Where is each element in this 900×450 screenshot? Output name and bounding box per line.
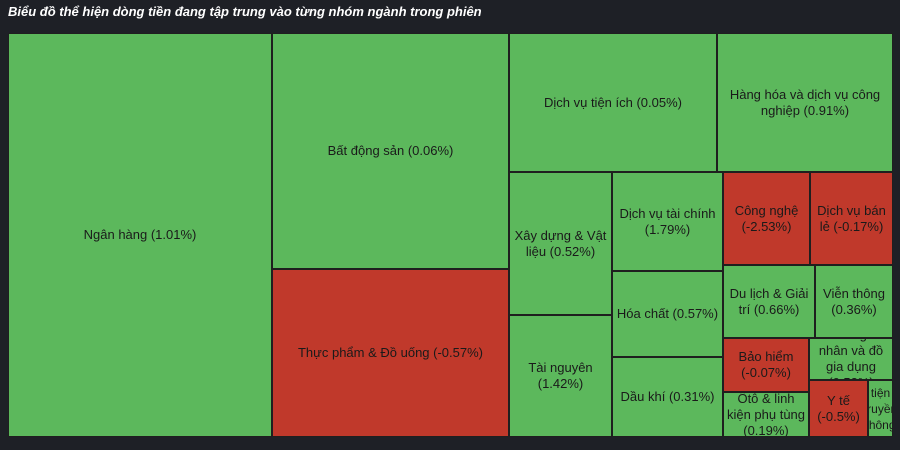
treemap-cell-label: Dịch vụ tiện ích (0.05%) — [543, 94, 682, 110]
treemap-cell[interactable]: Bảo hiểm (-0.07%) — [723, 338, 809, 392]
treemap-cell-label: Tài nguyên (1.42%) — [528, 360, 593, 391]
treemap-cell[interactable]: Y tế (-0.5%) — [809, 380, 868, 437]
treemap-cell[interactable]: Ôtô & linh kiện phụ tùng (0.19%) — [723, 392, 809, 437]
treemap-cell[interactable]: Công nghệ (-2.53%) — [723, 172, 810, 265]
treemap-cell-label: Hàng hóa và dịch vụ công nghiệp (0.91%) — [729, 86, 881, 118]
treemap-cell-label: Công nghệ (-2.53%) — [734, 202, 799, 234]
treemap-cell[interactable]: Bất động sản (0.06%) — [272, 33, 509, 269]
treemap-cell[interactable]: Phương tiện truyền thông (0.6 — [868, 380, 893, 437]
treemap-cell-label: Du lịch & Giải trí (0.66%) — [729, 285, 809, 317]
treemap-cell[interactable]: Du lịch & Giải trí (0.66%) — [723, 265, 815, 338]
treemap-cell-label: Y tế (-0.5%) — [817, 392, 860, 424]
treemap-cell-label: Dầu khí (0.31%) — [620, 389, 715, 404]
treemap-cell[interactable]: Dịch vụ bán lẻ (-0.17%) — [810, 172, 893, 265]
treemap-cell-label: Bảo hiểm (-0.07%) — [738, 349, 794, 380]
treemap-cell-label: Ôtô & linh kiện phụ tùng (0.19%) — [726, 392, 806, 437]
treemap-cell[interactable]: Tài nguyên (1.42%) — [509, 315, 612, 437]
treemap-cell-label: Phương tiện truyền thông (0.6 — [868, 381, 892, 436]
treemap-cell-label: Bất động sản (0.06%) — [327, 143, 454, 158]
treemap-cell[interactable]: Dịch vụ tài chính (1.79%) — [612, 172, 723, 271]
treemap-cell-label: Viễn thông (0.36%) — [823, 285, 885, 317]
treemap-cell-label: Ngân hàng (1.01%) — [83, 227, 197, 242]
treemap-cell[interactable]: Hóa chất (0.57%) — [612, 271, 723, 357]
treemap-cell[interactable]: Xây dựng & Vật liệu (0.52%) — [509, 172, 612, 315]
treemap-cell-label: Thực phẩm & Đồ uống (-0.57%) — [297, 345, 483, 360]
treemap-cell-label: Hóa chất (0.57%) — [616, 306, 719, 321]
chart-title: Biểu đồ thể hiện dòng tiền đang tập trun… — [8, 4, 482, 19]
treemap-cell[interactable]: Dầu khí (0.31%) — [612, 357, 723, 437]
treemap-cell-label: Dịch vụ bán lẻ (-0.17%) — [817, 202, 886, 234]
treemap-cell-label: Xây dựng & Vật liệu (0.52%) — [514, 227, 607, 259]
treemap-cell-label: Dịch vụ tài chính (1.79%) — [619, 205, 716, 237]
treemap-cell[interactable]: Ngân hàng (1.01%) — [8, 33, 272, 437]
treemap-cell[interactable]: Viễn thông (0.36%) — [815, 265, 893, 338]
treemap-cell[interactable]: Hàng hóa và dịch vụ công nghiệp (0.91%) — [717, 33, 893, 172]
treemap-cell[interactable]: Thực phẩm & Đồ uống (-0.57%) — [272, 269, 509, 437]
treemap-cell[interactable]: Dịch vụ tiện ích (0.05%) — [509, 33, 717, 172]
treemap-cell[interactable]: Đồ dùng cá nhân và đồ gia dụng (0.52%) — [809, 338, 893, 380]
treemap-cell-label: Đồ dùng cá nhân và đồ gia dụng (0.52%) — [818, 339, 885, 379]
